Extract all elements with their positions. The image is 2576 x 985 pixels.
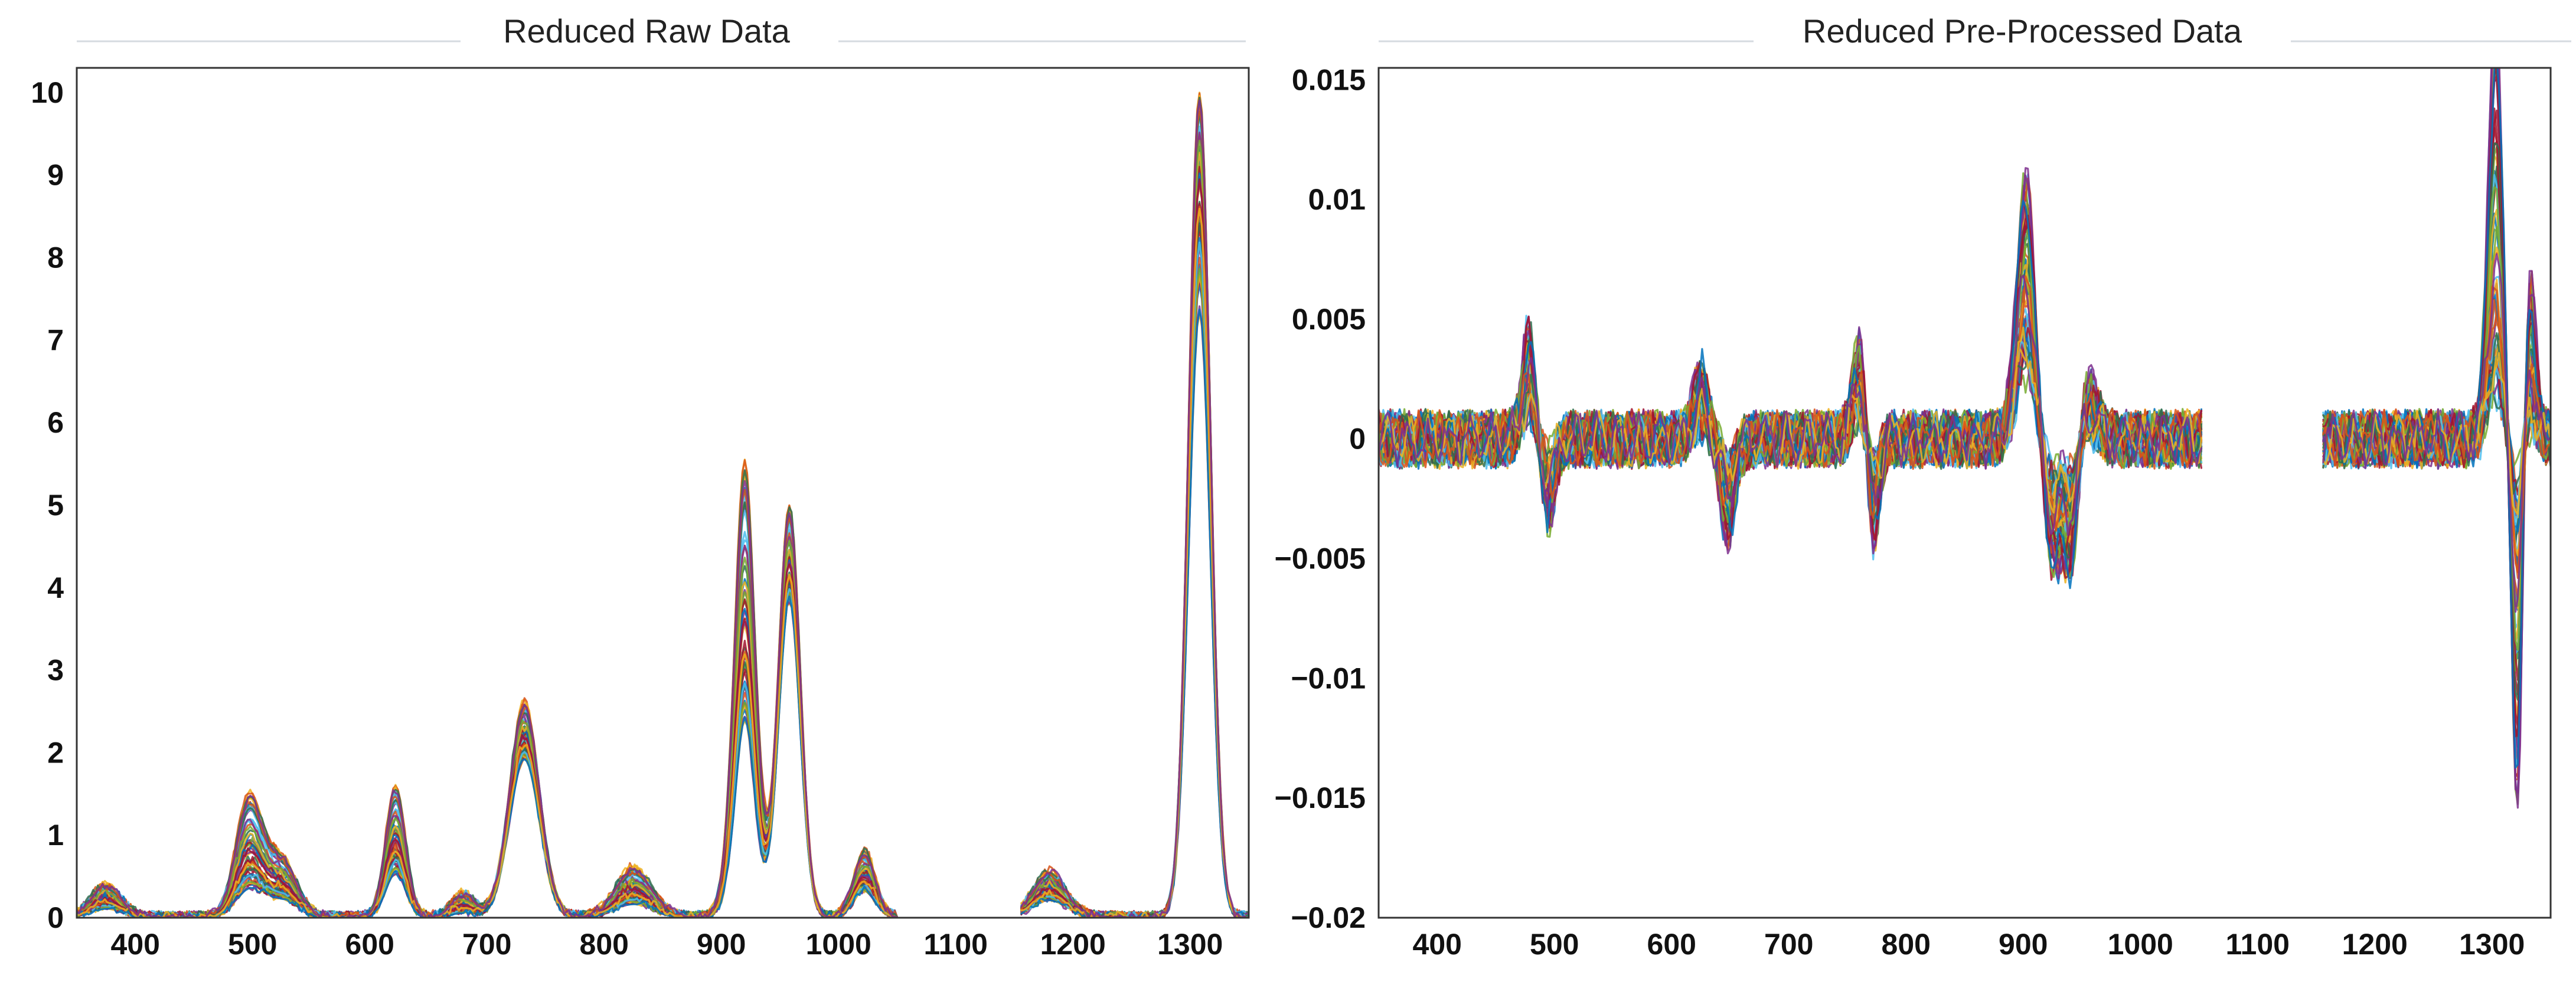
series-trace (1379, 253, 2551, 613)
x-tick-label: 800 (580, 928, 629, 961)
series-trace (77, 309, 1249, 918)
y-tick-label: 9 (47, 159, 64, 192)
raw-data-title: Reduced Raw Data (503, 12, 790, 50)
y-tick-label: −0.015 (1275, 781, 1366, 814)
y-tick-label: 3 (47, 654, 64, 687)
series-trace (1379, 68, 2551, 748)
series-trace (77, 218, 1249, 918)
series-trace (77, 225, 1249, 918)
series-trace (1379, 68, 2551, 781)
y-tick-label: 0 (47, 901, 64, 934)
raw-data-plot-area (77, 91, 1249, 918)
x-tick-label: 600 (345, 928, 394, 961)
x-tick-label: 1300 (2459, 928, 2525, 961)
raw-data-x-ticks: 400 500 600 700 800 900 1000 1100 1200 1300 (111, 928, 1223, 961)
y-tick-label: 5 (47, 489, 64, 522)
y-tick-label: 8 (47, 241, 64, 274)
y-tick-label: −0.01 (1291, 662, 1366, 695)
series-trace (77, 246, 1249, 918)
preprocessed-data-title: Reduced Pre-Processed Data (1803, 12, 2242, 50)
x-tick-label: 1200 (1040, 928, 1106, 961)
x-tick-label: 1100 (2226, 928, 2290, 961)
x-tick-label: 900 (697, 928, 746, 961)
series-trace (77, 228, 1249, 918)
y-tick-label: 10 (31, 76, 64, 109)
x-tick-label: 400 (1413, 928, 1462, 961)
y-tick-label: 1 (47, 819, 64, 852)
x-tick-label: 900 (1999, 928, 2048, 961)
preprocessed-data-axes-frame (1377, 67, 2552, 919)
x-tick-label: 600 (1647, 928, 1696, 961)
raw-data-axes-frame (76, 67, 1250, 919)
y-tick-label: 6 (47, 406, 64, 439)
series-trace (77, 241, 1249, 918)
x-tick-label: 1000 (2108, 928, 2173, 961)
series-trace (77, 312, 1249, 918)
y-tick-label: −0.02 (1291, 901, 1366, 934)
series-trace (77, 222, 1249, 918)
series-trace (1379, 107, 2551, 695)
series-trace (1379, 68, 2551, 769)
y-tick-label: 0.01 (1308, 183, 1366, 216)
series-trace (1379, 68, 2551, 793)
y-tick-label: 7 (47, 323, 64, 356)
x-tick-label: 1000 (806, 928, 871, 961)
x-tick-label: 700 (462, 928, 511, 961)
preprocessed-data-panel: Reduced Pre-Processed Data 400 500 600 700 8… (1275, 12, 2571, 961)
x-tick-label: 500 (228, 928, 277, 961)
x-tick-label: 700 (1764, 928, 1813, 961)
series-trace (77, 152, 1249, 918)
series-trace (77, 92, 1249, 918)
series-trace (77, 243, 1249, 918)
raw-data-y-ticks: 0 1 2 3 4 5 6 7 8 9 10 (31, 76, 64, 934)
preprocessed-data-plot-area (1379, 68, 2551, 809)
preprocessed-data-x-ticks: 400 500 600 700 800 900 1000 1100 1200 1300 (1413, 928, 2525, 961)
series-trace (1379, 68, 2551, 738)
x-tick-label: 800 (1882, 928, 1931, 961)
y-tick-label: 0 (1349, 423, 1366, 456)
series-trace (1379, 275, 2551, 572)
series-trace (1379, 68, 2551, 767)
x-tick-label: 1300 (1157, 928, 1223, 961)
y-tick-label: 0.005 (1292, 303, 1366, 336)
series-trace (77, 237, 1249, 918)
x-tick-label: 1200 (2342, 928, 2408, 961)
y-tick-label: 4 (47, 571, 64, 604)
y-tick-label: −0.005 (1275, 542, 1366, 575)
x-tick-label: 500 (1530, 928, 1579, 961)
series-trace (1379, 68, 2551, 809)
y-tick-label: 2 (47, 736, 64, 769)
y-tick-label: 0.015 (1292, 63, 1366, 96)
series-trace (1379, 68, 2551, 747)
series-trace (77, 257, 1249, 918)
x-tick-label: 400 (111, 928, 160, 961)
raw-data-panel: Reduced Raw Data 400 500 600 700 800 900 1000 1… (31, 12, 1250, 961)
series-trace (77, 220, 1249, 918)
x-tick-label: 1100 (924, 928, 988, 961)
preprocessed-data-y-ticks: −0.02 −0.015 −0.01 −0.005 0 0.005 0.01 0.015 (1275, 63, 1366, 934)
